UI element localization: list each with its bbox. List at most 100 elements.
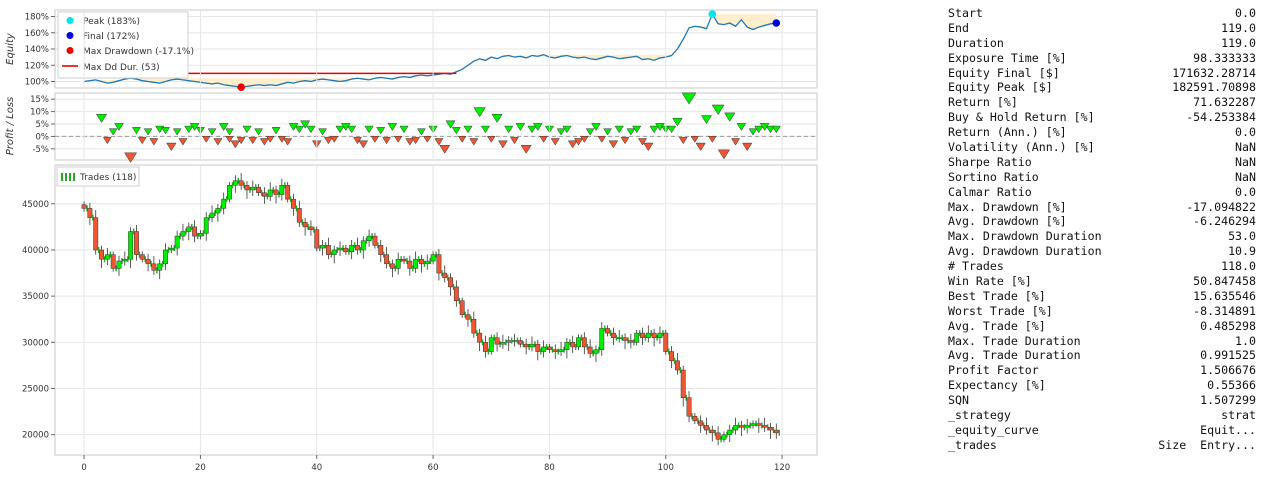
candle-body xyxy=(640,332,645,338)
stat-value: 1.0 xyxy=(1235,333,1256,348)
stats-row: Exposure Time [%] 98.333333 xyxy=(948,51,1256,66)
win-trade-marker xyxy=(771,125,781,134)
win-trade-marker xyxy=(184,125,194,134)
candle-body xyxy=(494,337,500,345)
loss-trade-marker xyxy=(265,135,275,143)
candle-body xyxy=(244,185,250,191)
loss-trade-marker xyxy=(690,135,700,143)
candle-body xyxy=(128,231,134,260)
candle-body xyxy=(599,328,605,350)
candle-body xyxy=(139,254,145,260)
candle-body xyxy=(738,425,744,428)
x-tick-label: 20 xyxy=(195,463,206,473)
pl-tick-label: -5% xyxy=(32,145,49,155)
stats-row: Volatility (Ann.) [%] NaN xyxy=(948,140,1256,155)
stats-row: SQN 1.507299 xyxy=(948,393,1256,408)
candle-body xyxy=(349,245,355,253)
stat-value: NaN xyxy=(1235,169,1256,184)
profit-loss-panel: -5% 0% 5% 10% 15% Profit / Loss xyxy=(5,92,818,163)
candle-body xyxy=(384,254,389,265)
loss-trade-marker xyxy=(567,140,578,149)
stat-key: SQN xyxy=(948,393,969,408)
win-trade-marker xyxy=(451,127,461,135)
stat-key: # Trades xyxy=(948,259,1004,274)
loss-trade-marker xyxy=(329,135,339,143)
equity-tick-label: 160% xyxy=(25,29,49,39)
win-trade-marker xyxy=(318,128,327,136)
win-trade-marker xyxy=(364,125,374,134)
win-trade-marker xyxy=(242,125,252,134)
candle-body xyxy=(634,332,640,343)
loss-trade-marker xyxy=(573,138,584,146)
loss-trade-marker xyxy=(597,135,607,143)
stat-key: Max. Drawdown [%] xyxy=(948,199,1067,214)
legend-peak: Peak (183%) xyxy=(83,17,140,27)
candle-body xyxy=(331,249,337,255)
win-trade-marker xyxy=(480,125,491,134)
candle-body xyxy=(407,260,413,269)
candle-body xyxy=(436,254,442,274)
win-trade-marker xyxy=(376,127,386,135)
candle-body xyxy=(343,247,349,253)
stat-value: 119.0 xyxy=(1221,20,1256,35)
candle-body xyxy=(261,192,267,197)
win-trade-marker xyxy=(399,125,409,134)
stat-key: Sharpe Ratio xyxy=(948,154,1032,169)
legend-max-dd-duration: Max Dd Dur. (53) xyxy=(83,63,160,73)
loss-trade-marker xyxy=(277,135,287,143)
candle-body xyxy=(471,318,477,334)
candle-body xyxy=(238,180,244,186)
stats-row: Max. Trade Duration 1.0 xyxy=(948,334,1256,349)
stats-row: Worst Trade [%] -8.314891 xyxy=(948,304,1256,319)
stats-row: Sortino Ratio NaN xyxy=(948,170,1256,185)
candle-body xyxy=(104,254,110,260)
x-tick-label: 120 xyxy=(774,463,790,473)
x-tick-label: 60 xyxy=(428,463,439,473)
loss-trade-marker xyxy=(423,135,432,143)
stat-value: 0.55366 xyxy=(1207,378,1256,393)
candle-body xyxy=(302,222,308,228)
candle-body xyxy=(535,343,541,352)
stat-key: Avg. Trade [%] xyxy=(948,318,1046,333)
win-trade-marker xyxy=(225,128,234,136)
win-trade-marker xyxy=(218,123,229,131)
win-trade-marker xyxy=(347,125,357,134)
candle-body xyxy=(564,342,570,350)
stats-row: Calmar Ratio 0.0 xyxy=(948,185,1256,200)
win-trade-marker xyxy=(387,123,398,131)
stat-key: Expectancy [%] xyxy=(948,378,1046,393)
legend-final-marker xyxy=(66,32,74,39)
candle-body xyxy=(552,349,558,352)
win-trade-marker xyxy=(527,125,537,134)
candle-body xyxy=(686,397,692,417)
stats-row: Win Rate [%] 50.847458 xyxy=(948,274,1256,289)
candle-body xyxy=(291,198,296,209)
candle-body xyxy=(628,340,634,343)
candle-body xyxy=(645,332,651,338)
stats-row: # Trades 118.0 xyxy=(948,259,1256,274)
loss-trade-marker xyxy=(434,138,444,146)
loss-trade-marker xyxy=(717,149,730,160)
max-drawdown-marker xyxy=(237,83,245,91)
stat-value: 0.0 xyxy=(1235,125,1256,140)
equity-tick-label: 100% xyxy=(25,78,49,88)
stat-value: -54.253384 xyxy=(1186,110,1256,125)
candle-body xyxy=(622,337,628,341)
stat-key: Return [%] xyxy=(948,95,1018,110)
stat-key: Profit Factor xyxy=(948,363,1039,378)
candle-body xyxy=(692,415,698,422)
equity-legend: Peak (183%) Final (172%) Max Drawdown (-… xyxy=(57,11,194,79)
win-trade-marker xyxy=(672,117,683,127)
stats-row: Return (Ann.) [%] 0.0 xyxy=(948,125,1256,140)
win-trade-marker xyxy=(754,125,764,134)
loss-trade-marker xyxy=(469,138,479,146)
stat-value: 0.0 xyxy=(1235,184,1256,199)
stat-key: Best Trade [%] xyxy=(948,288,1046,303)
candle-body xyxy=(506,340,512,343)
candle-body xyxy=(174,235,180,249)
loss-trade-marker xyxy=(539,135,548,143)
stat-value: -8.314891 xyxy=(1193,303,1256,318)
candle-body xyxy=(576,337,581,348)
loss-trade-marker xyxy=(580,135,589,143)
pl-tick-label: 10% xyxy=(30,108,49,118)
